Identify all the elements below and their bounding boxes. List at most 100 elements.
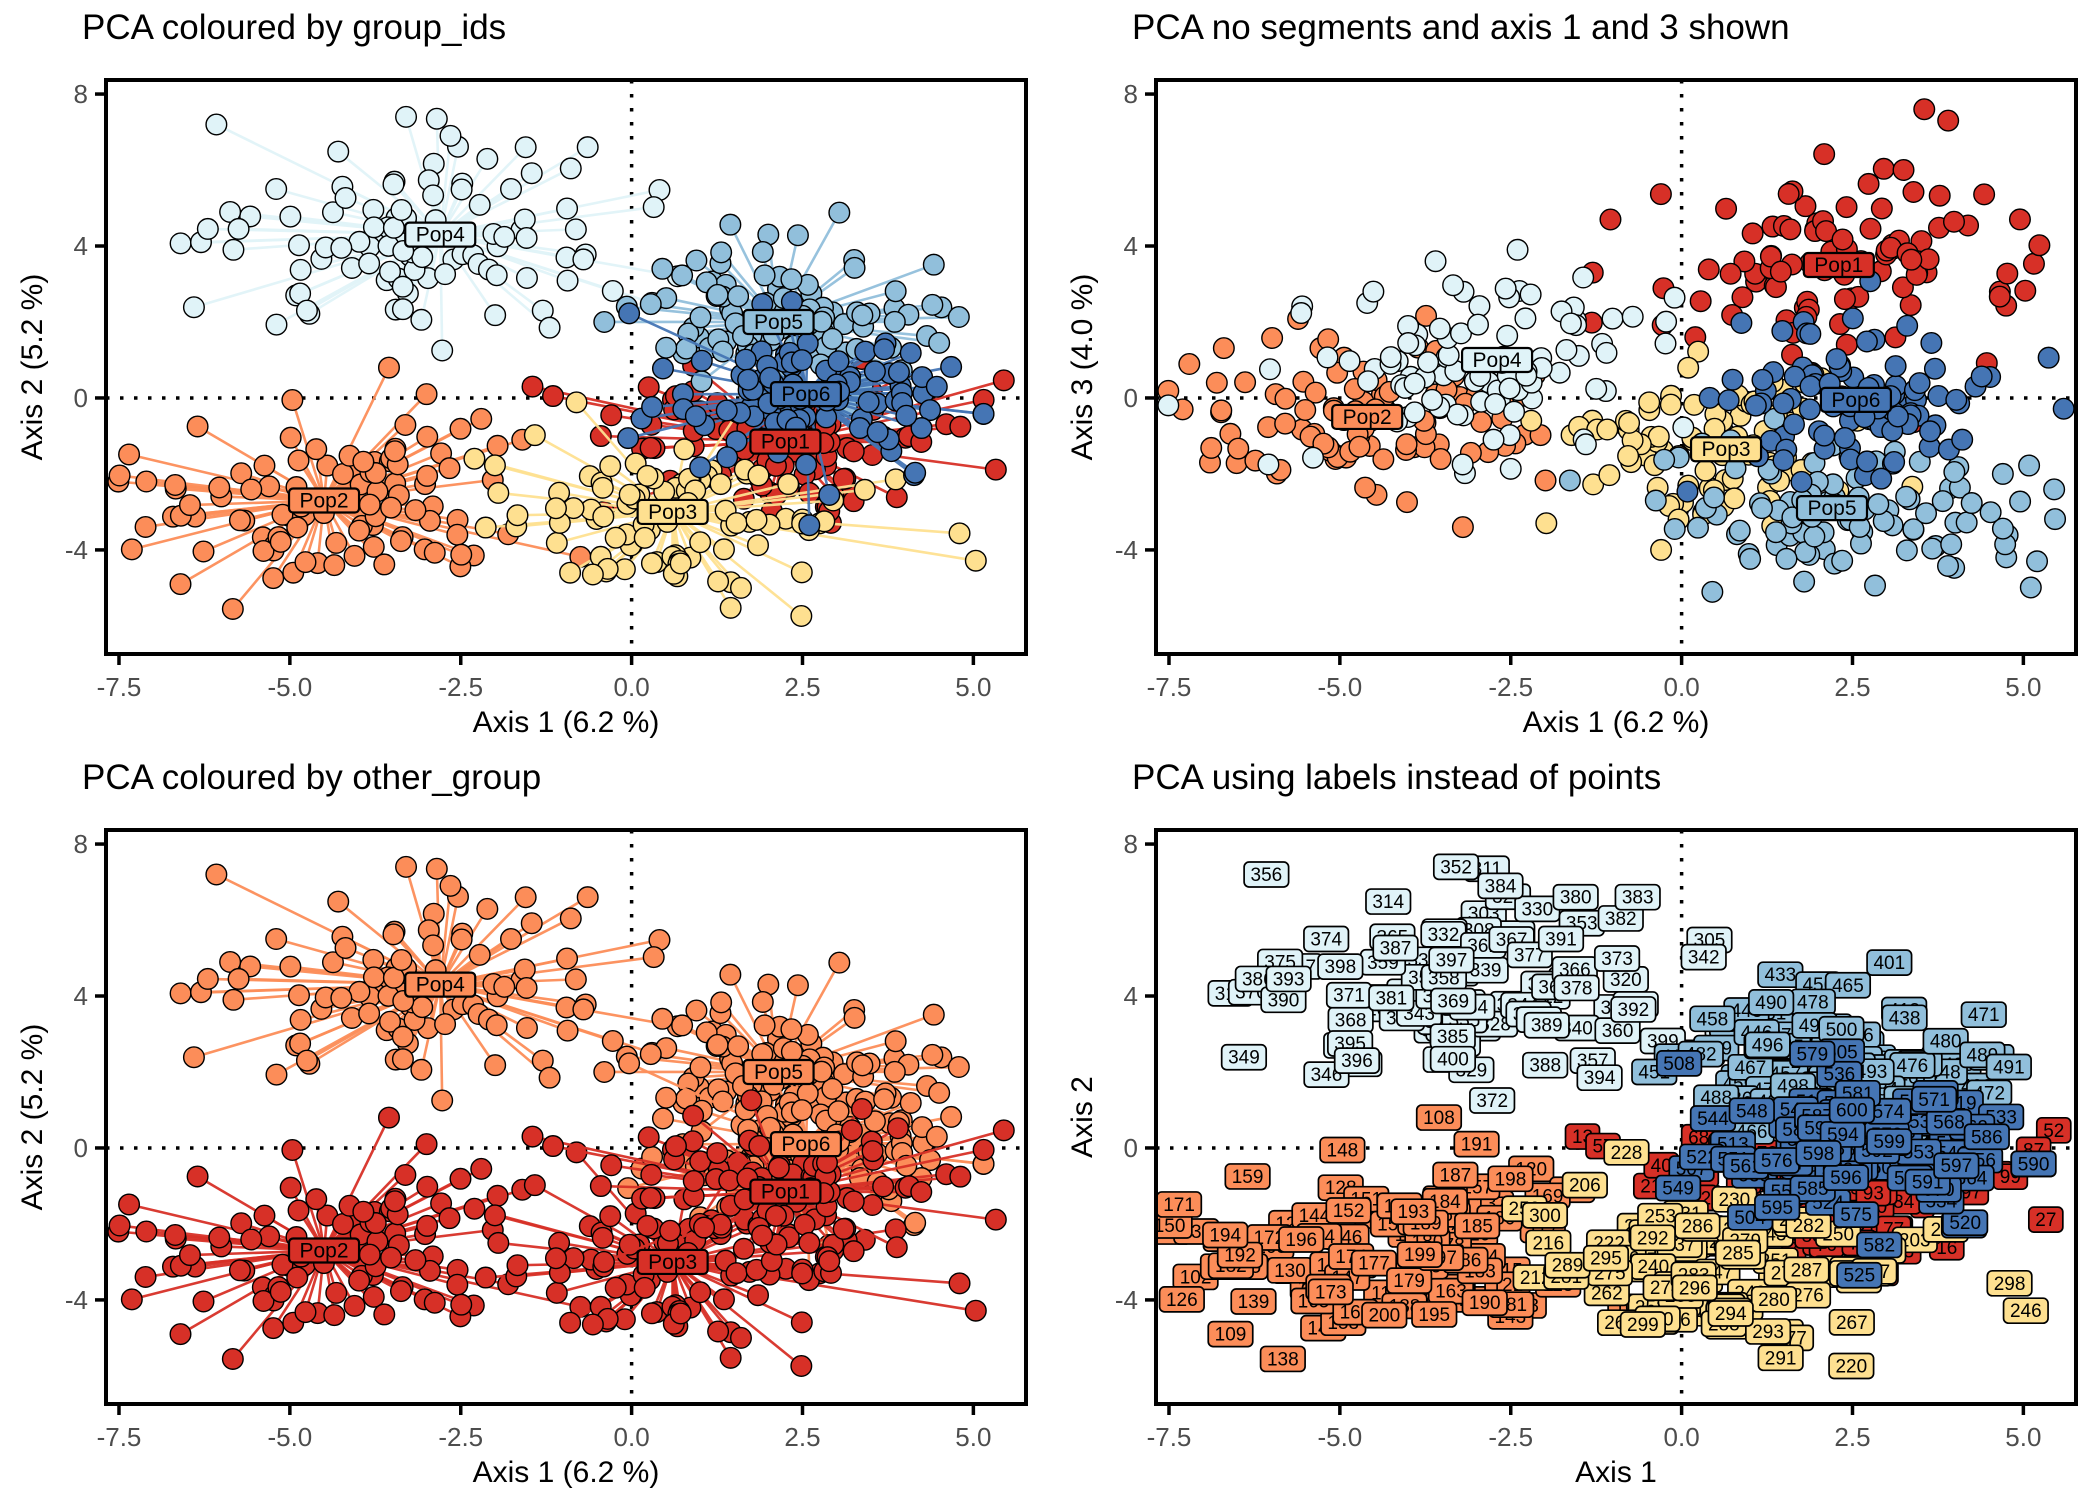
svg-text:293: 293 xyxy=(1752,1322,1784,1343)
centroid-label-Pop1: Pop1 xyxy=(749,1178,822,1205)
y-tick-label: -4 xyxy=(65,535,88,565)
svg-text:Pop6: Pop6 xyxy=(781,1133,830,1156)
svg-text:27: 27 xyxy=(2035,1210,2056,1231)
svg-text:491: 491 xyxy=(1993,1058,2025,1079)
plot-area: Pop1 Pop2 Pop3 Pop4 Pop5 Pop6 xyxy=(106,80,1026,654)
svg-text:280: 280 xyxy=(1758,1290,1790,1311)
svg-text:292: 292 xyxy=(1637,1228,1669,1249)
svg-text:Pop5: Pop5 xyxy=(1807,497,1856,520)
svg-text:332: 332 xyxy=(1428,925,1460,946)
svg-text:206: 206 xyxy=(1569,1176,1601,1197)
centroid-label-Pop1: Pop1 xyxy=(749,428,822,455)
y-tick-label: 8 xyxy=(1124,79,1138,109)
svg-text:544: 544 xyxy=(1697,1109,1729,1130)
svg-text:Pop2: Pop2 xyxy=(1343,406,1392,429)
svg-text:596: 596 xyxy=(1830,1168,1862,1189)
x-tick-label: -7.5 xyxy=(97,1422,142,1452)
svg-text:574: 574 xyxy=(1873,1102,1905,1123)
svg-text:496: 496 xyxy=(1752,1035,1784,1056)
svg-text:68: 68 xyxy=(1688,1128,1709,1149)
svg-text:253: 253 xyxy=(1644,1207,1676,1228)
svg-text:179: 179 xyxy=(1393,1271,1425,1292)
svg-text:373: 373 xyxy=(1601,949,1633,970)
group-Pop2-labels: 1011021031041051061071081091101111121131… xyxy=(1154,1104,1654,1373)
svg-text:352: 352 xyxy=(1440,857,1472,878)
centroid-label-Pop6: Pop6 xyxy=(769,1131,843,1158)
svg-text:360: 360 xyxy=(1602,1021,1634,1042)
plot-area: Pop4 Pop5 Pop6 Pop2 Pop3 Pop1 xyxy=(106,830,1026,1404)
y-tick-label: 0 xyxy=(1124,1133,1138,1163)
svg-text:385: 385 xyxy=(1437,1027,1469,1048)
svg-text:595: 595 xyxy=(1761,1198,1793,1219)
svg-text:Pop3: Pop3 xyxy=(648,1251,697,1274)
svg-text:396: 396 xyxy=(1341,1051,1373,1072)
svg-text:220: 220 xyxy=(1835,1356,1867,1377)
y-tick-label: -4 xyxy=(1115,535,1138,565)
svg-text:358: 358 xyxy=(1428,968,1460,989)
pca-plot-other-group: Pop4 Pop5 Pop6 Pop2 Pop3 Pop1 -7.5 -5.0 -2.5 0.0 2… xyxy=(65,828,1028,1452)
x-tick-label: 2.5 xyxy=(784,672,820,702)
svg-text:267: 267 xyxy=(1836,1313,1868,1334)
svg-text:294: 294 xyxy=(1715,1304,1747,1325)
y-tick-label: 8 xyxy=(74,829,88,859)
centroid-label-Pop3: Pop3 xyxy=(1689,436,1763,463)
svg-text:Pop5: Pop5 xyxy=(754,311,803,334)
svg-text:Pop5: Pop5 xyxy=(754,1061,803,1084)
svg-text:295: 295 xyxy=(1590,1249,1622,1270)
svg-text:Pop6: Pop6 xyxy=(781,383,830,406)
plot-area: 1234567891011121314151617181920212223242… xyxy=(1154,830,2076,1404)
svg-text:548: 548 xyxy=(1736,1101,1768,1122)
panel-border xyxy=(1154,78,2078,656)
svg-text:349: 349 xyxy=(1228,1048,1260,1069)
x-tick-label: -5.0 xyxy=(1317,1422,1362,1452)
svg-text:478: 478 xyxy=(1797,992,1829,1013)
svg-text:Pop3: Pop3 xyxy=(1702,438,1751,461)
svg-text:599: 599 xyxy=(1873,1132,1905,1153)
x-tick-label: 2.5 xyxy=(1834,1422,1870,1452)
svg-text:381: 381 xyxy=(1375,988,1407,1009)
svg-text:52: 52 xyxy=(2043,1121,2064,1142)
panel-border xyxy=(104,828,1028,1406)
svg-text:579: 579 xyxy=(1796,1044,1828,1065)
svg-text:276: 276 xyxy=(1792,1286,1824,1307)
svg-text:398: 398 xyxy=(1324,957,1356,978)
svg-text:289: 289 xyxy=(1552,1256,1584,1277)
svg-text:34: 34 xyxy=(1893,1192,1915,1213)
y-tick-label: 0 xyxy=(74,1133,88,1163)
group-Pop6-labels: 5015025035045055065075085095105115125135… xyxy=(1655,1038,2057,1289)
x-tick-label: -2.5 xyxy=(1488,1422,1533,1452)
y-tick-label: -4 xyxy=(1115,1285,1138,1315)
svg-text:262: 262 xyxy=(1591,1283,1623,1304)
panel-title: PCA no segments and axis 1 and 3 shown xyxy=(1132,8,1790,47)
svg-text:568: 568 xyxy=(1933,1113,1965,1134)
svg-text:576: 576 xyxy=(1761,1151,1793,1172)
pca-plot-group-ids: Pop1 Pop2 Pop3 Pop4 Pop5 Pop6 -7.5 -5.0 -2.5 0.0 2… xyxy=(65,78,1028,702)
svg-text:291: 291 xyxy=(1765,1348,1797,1369)
svg-text:383: 383 xyxy=(1622,888,1654,909)
svg-text:199: 199 xyxy=(1404,1245,1436,1266)
svg-text:300: 300 xyxy=(1529,1206,1561,1227)
centroid-label-Pop4: Pop4 xyxy=(404,221,477,248)
svg-text:108: 108 xyxy=(1423,1108,1455,1129)
panel-title: PCA coloured by other_group xyxy=(82,758,542,797)
x-tick-label: -2.5 xyxy=(438,672,483,702)
svg-text:378: 378 xyxy=(1561,978,1593,999)
svg-text:384: 384 xyxy=(1485,876,1517,897)
y-tick-label: 4 xyxy=(1124,231,1138,261)
x-tick-label: -7.5 xyxy=(1147,1422,1192,1452)
x-tick-label: 5.0 xyxy=(2005,1422,2041,1452)
svg-text:480: 480 xyxy=(1930,1032,1962,1053)
centroid-label-Pop2: Pop2 xyxy=(1331,403,1404,431)
svg-text:438: 438 xyxy=(1889,1008,1921,1029)
svg-text:389: 389 xyxy=(1531,1016,1563,1037)
svg-text:380: 380 xyxy=(1560,888,1592,909)
svg-text:139: 139 xyxy=(1238,1292,1270,1313)
svg-text:150: 150 xyxy=(1154,1216,1186,1237)
y-tick-label: 8 xyxy=(74,79,88,109)
svg-text:130: 130 xyxy=(1274,1261,1306,1282)
svg-text:282: 282 xyxy=(1793,1216,1825,1237)
panel-pca-labels: PCA using labels instead of points Axis … xyxy=(1050,750,2100,1500)
x-axis-label: Axis 1 xyxy=(1575,1456,1657,1489)
svg-text:228: 228 xyxy=(1611,1143,1643,1164)
